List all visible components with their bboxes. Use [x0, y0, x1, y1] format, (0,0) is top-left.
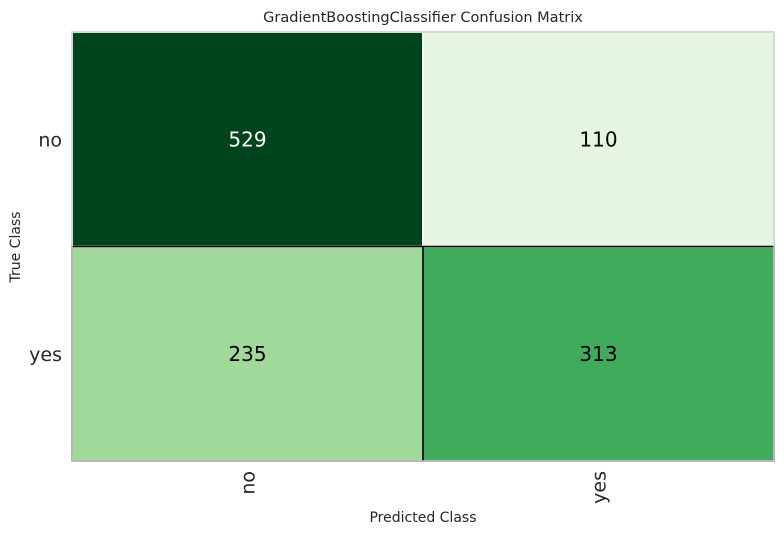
x-axis-ticks: no yes: [238, 471, 611, 504]
y-axis-label: True Class: [8, 211, 24, 283]
cell-value-no-yes: 110: [579, 127, 617, 151]
y-tick-label-no: no: [38, 129, 62, 151]
cell-value-yes-no: 235: [228, 342, 266, 366]
cell-value-no-no: 529: [228, 127, 266, 151]
chart-title: GradientBoostingClassifier Confusion Mat…: [263, 10, 583, 26]
matrix-cell-no-yes: [422, 31, 775, 248]
matrix-cell-yes-yes: [422, 245, 775, 462]
y-tick-label-yes: yes: [29, 344, 62, 366]
x-tick-label-no: no: [238, 471, 260, 495]
plot-frame: [71, 31, 775, 462]
matrix-cell-no-no: [71, 31, 424, 248]
x-axis-label: Predicted Class: [369, 510, 476, 526]
cell-value-yes-yes: 313: [579, 342, 617, 366]
matrix-cell-labels: 529 110 235 313: [228, 127, 617, 366]
x-tick-label-yes: yes: [589, 471, 611, 504]
y-axis-ticks: no yes: [29, 129, 62, 366]
